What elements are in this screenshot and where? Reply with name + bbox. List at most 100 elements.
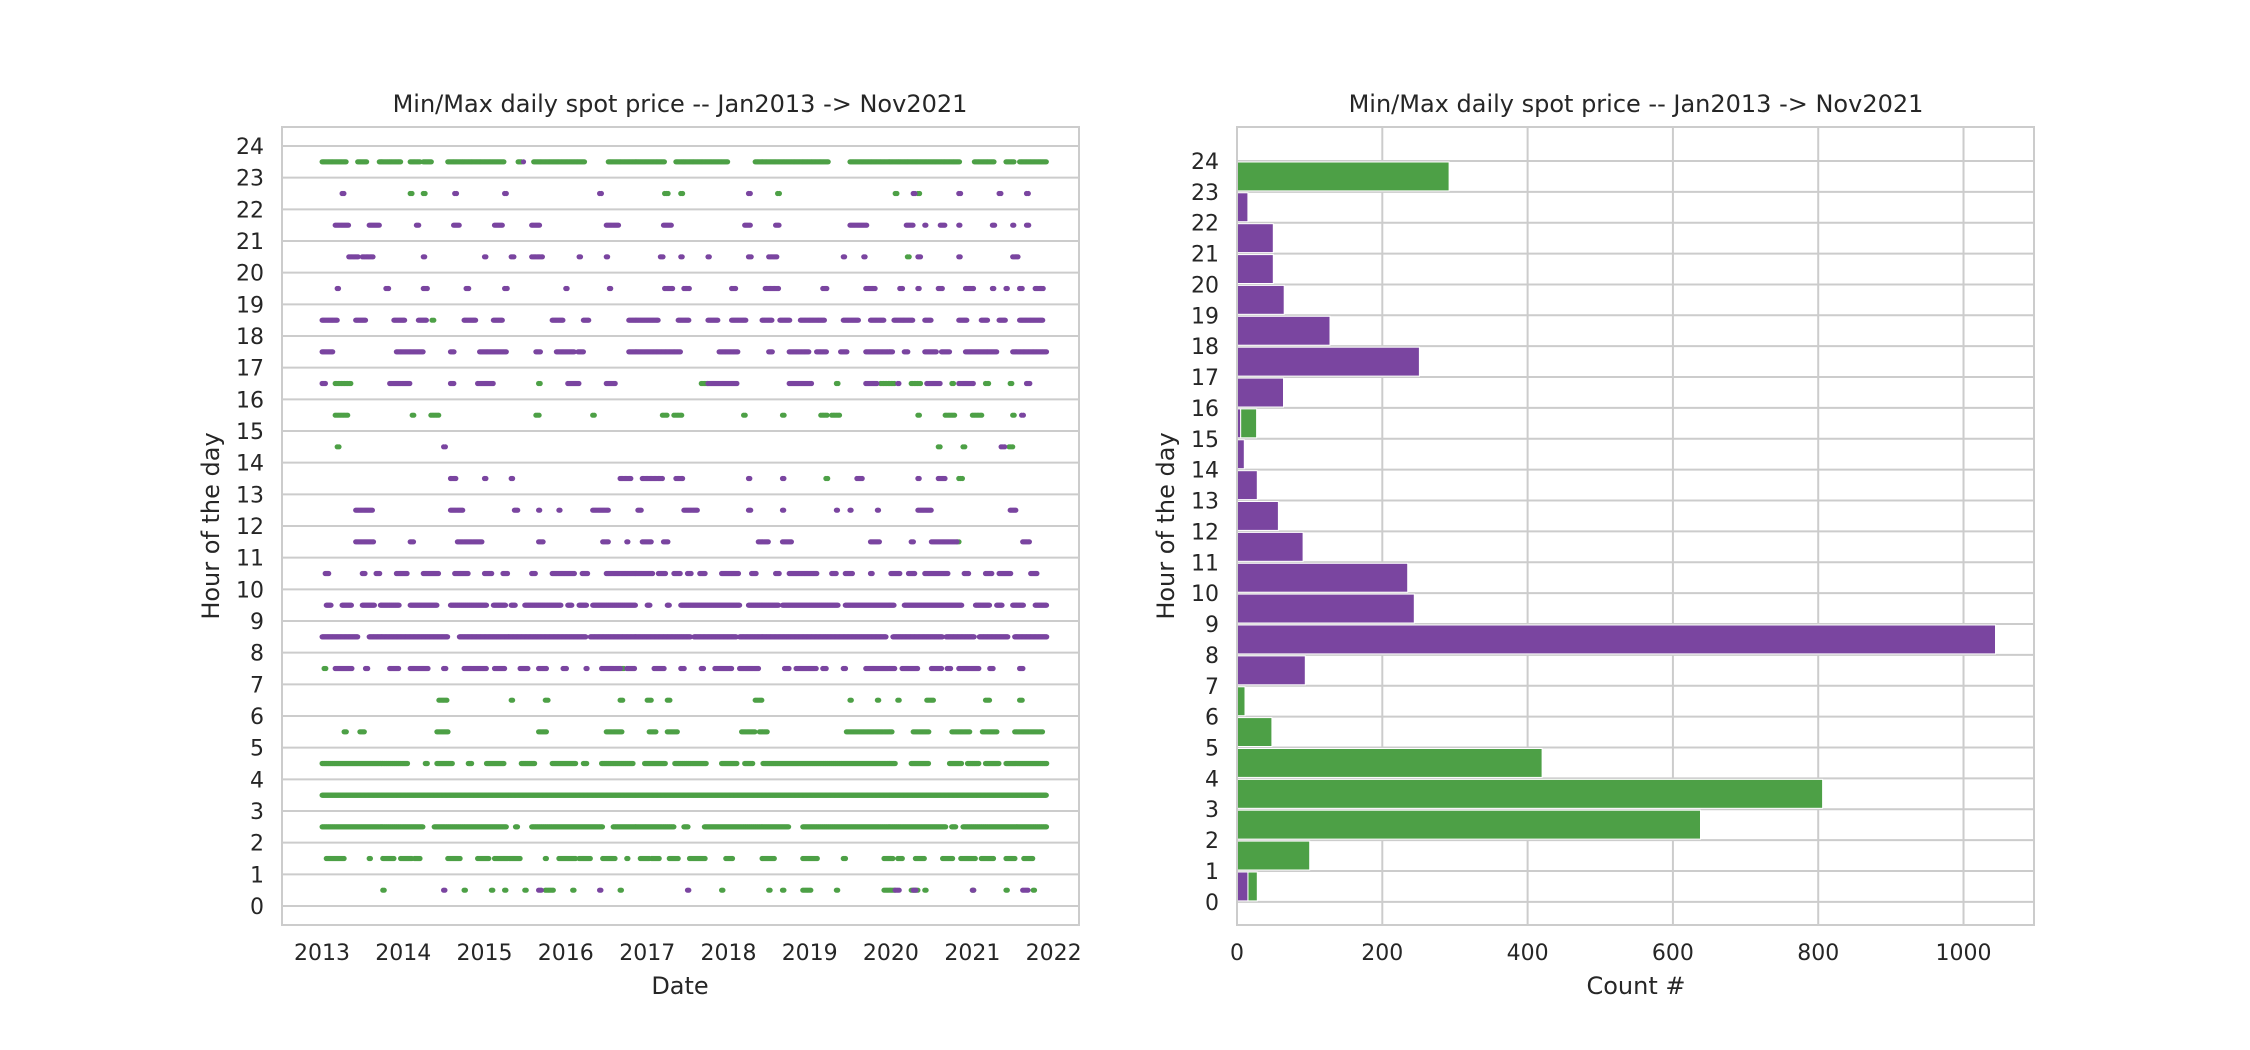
scatter-point (591, 412, 597, 418)
scatter-point (956, 159, 963, 165)
scatter-point (862, 254, 868, 260)
scatter-point (916, 285, 922, 292)
scatter-point (370, 254, 376, 260)
scatter-point (992, 222, 998, 228)
scatter-point (667, 697, 673, 703)
scatter-point (750, 760, 756, 767)
scatter-point (748, 254, 754, 260)
scatter-points (319, 159, 1050, 893)
scatter-point (536, 412, 542, 418)
scatter-point (930, 697, 937, 703)
scatter-point (957, 222, 963, 228)
scatter-point (323, 665, 329, 672)
scatter-point (899, 285, 906, 292)
scatter-point (511, 254, 517, 260)
scatter-point (835, 380, 841, 387)
scatter-point (872, 285, 878, 292)
scatter-point (733, 285, 739, 292)
scatter-point (417, 855, 423, 862)
scatter-point (367, 855, 373, 862)
scatter-point (381, 887, 387, 893)
scatter-point (517, 855, 523, 862)
scatter-point (539, 254, 546, 260)
scatter-point (1043, 159, 1049, 165)
scatter-point (581, 159, 588, 165)
scatter-point (1010, 444, 1016, 450)
scatter-point (970, 285, 977, 292)
scatter-point (605, 254, 611, 260)
scatter-point (564, 285, 570, 292)
scatter-point (335, 285, 342, 292)
scatter-point (725, 159, 731, 165)
scatter-point (835, 887, 841, 893)
scatter-point (926, 729, 932, 735)
scatter-point (892, 760, 898, 767)
scatter-point (942, 222, 948, 228)
scatter-point (598, 190, 605, 197)
scatter-point (661, 159, 668, 165)
scatter-point (1030, 855, 1036, 862)
scatter-point (504, 285, 510, 292)
scatter-point (483, 254, 489, 260)
scatter-point (917, 190, 923, 197)
scatter-point (404, 760, 411, 767)
scatter-point (490, 887, 496, 893)
scatter-point (917, 380, 924, 387)
scatter-point (343, 729, 349, 735)
scatter-point (825, 159, 831, 165)
scatter-point (343, 159, 349, 165)
scatter-point (972, 855, 978, 862)
scatter-point (894, 190, 900, 197)
scatter-point (976, 760, 982, 767)
scatter-point (420, 824, 426, 830)
scatter-point (665, 190, 671, 197)
scatter-point (584, 760, 590, 767)
scatter-point (550, 887, 556, 893)
scatter-point (545, 697, 551, 703)
scatter-point (1012, 855, 1018, 862)
scatter-point (1015, 254, 1021, 260)
scatter-point (543, 729, 550, 735)
scatter-point (836, 412, 843, 418)
scatter-point (503, 824, 509, 830)
scatter-point (424, 760, 430, 767)
scatter-point (937, 444, 943, 450)
scatter-point (532, 760, 538, 767)
scatter-point (573, 760, 579, 767)
scatter-point (1043, 824, 1050, 830)
scatter-point (577, 254, 584, 260)
scatter-point (776, 222, 782, 228)
scatter-point (685, 824, 691, 830)
scatter-point (889, 729, 895, 735)
scatter-point (612, 855, 618, 862)
scatter-point (747, 222, 753, 228)
scatter-point (720, 887, 726, 893)
scatter-point (771, 855, 777, 862)
scatter-point (939, 285, 945, 292)
scatter-point (825, 475, 831, 482)
scatter-point (1025, 190, 1031, 197)
scatter-point (994, 729, 1000, 735)
scatter-point (925, 760, 932, 767)
scatter-point (916, 412, 923, 418)
scatter-point (959, 475, 966, 482)
scatter-point (814, 855, 820, 862)
scatter-point (411, 412, 417, 418)
scatter-point (449, 760, 455, 767)
scatter-point (786, 824, 792, 830)
scatter-point (706, 254, 712, 260)
scatter-point (660, 254, 666, 260)
scatter-point (509, 697, 516, 703)
scatter-point (543, 855, 550, 862)
scatter-point (520, 159, 527, 165)
scatter-point (906, 254, 912, 260)
scatter-point (571, 887, 577, 893)
scatter-point (398, 159, 404, 165)
scatter-point (910, 222, 916, 228)
scatter-point (1011, 159, 1017, 165)
scatter-point (864, 222, 870, 228)
scatter-point (536, 222, 543, 228)
scatter-point (764, 729, 770, 735)
scatter-point (781, 887, 787, 893)
scatter-point (848, 697, 854, 703)
